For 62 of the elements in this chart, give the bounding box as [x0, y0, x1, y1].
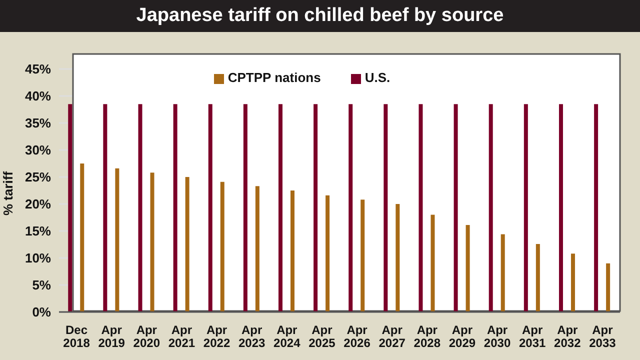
- bar: [570, 254, 575, 312]
- x-tick-label: Apr 2021: [168, 323, 196, 350]
- bar: [384, 104, 388, 312]
- bar: [68, 104, 72, 312]
- x-tick-label: Apr 2026: [344, 323, 371, 350]
- chart-title: Japanese tariff on chilled beef by source: [0, 0, 640, 32]
- bar: [396, 204, 400, 312]
- x-tick-label: Apr 2028: [414, 323, 441, 350]
- y-tick-label: 5%: [32, 278, 52, 293]
- x-tick-label: Apr 2025: [308, 323, 336, 350]
- bar: [606, 263, 610, 312]
- x-tick-label: Apr 2030: [484, 323, 511, 350]
- bar: [243, 104, 248, 312]
- x-tick-label: Apr 2033: [589, 323, 616, 350]
- bar: [115, 168, 120, 312]
- bar: [103, 104, 108, 312]
- bar: [278, 104, 282, 312]
- bar: [150, 172, 154, 312]
- bar: [536, 244, 540, 312]
- bar: [500, 234, 505, 312]
- bar: [360, 200, 365, 312]
- bar: [208, 104, 212, 312]
- y-tick-label: 25%: [24, 170, 52, 185]
- x-tick-label: Dec 2018: [63, 323, 90, 350]
- x-tick-label: Apr 2024: [274, 323, 301, 350]
- x-tick-label: Apr 2022: [203, 323, 230, 350]
- bar: [80, 164, 84, 312]
- x-tick-label: Apr 2019: [98, 323, 126, 350]
- y-tick-label: 40%: [24, 88, 52, 104]
- bar: [314, 104, 318, 312]
- x-tick-label: Apr 2031: [518, 323, 546, 350]
- y-axis-title: % tariff: [0, 170, 16, 216]
- x-tick-label: Apr 2032: [554, 323, 582, 350]
- bar: [488, 104, 493, 312]
- y-tick-label: 35%: [24, 116, 52, 131]
- bar: [138, 104, 142, 312]
- bar: [220, 182, 224, 312]
- bar: [454, 104, 458, 312]
- legend-label: U.S.: [364, 70, 390, 85]
- y-tick-label: 20%: [24, 196, 52, 212]
- bar: [558, 104, 563, 312]
- bar: [466, 225, 470, 312]
- bar: [173, 104, 178, 312]
- bar: [326, 195, 330, 312]
- y-tick-label: 0%: [32, 304, 52, 320]
- bar: [430, 214, 435, 312]
- bar: [255, 186, 260, 312]
- bar: [418, 104, 423, 312]
- bar: [290, 190, 294, 312]
- y-tick-label: 10%: [24, 250, 52, 266]
- y-tick-label: 45%: [24, 62, 52, 77]
- y-tick-label: 30%: [24, 142, 52, 158]
- bar: [348, 104, 353, 312]
- bar: [594, 104, 598, 312]
- y-tick-label: 15%: [24, 224, 52, 239]
- legend-label: CPTPP nations: [228, 70, 321, 85]
- x-tick-label: Apr 2027: [378, 323, 406, 350]
- x-tick-label: Apr 2020: [133, 323, 160, 350]
- x-tick-label: Apr 2029: [448, 323, 476, 350]
- bar: [185, 177, 190, 312]
- x-tick-label: Apr 2023: [238, 323, 266, 350]
- bar: [524, 104, 528, 312]
